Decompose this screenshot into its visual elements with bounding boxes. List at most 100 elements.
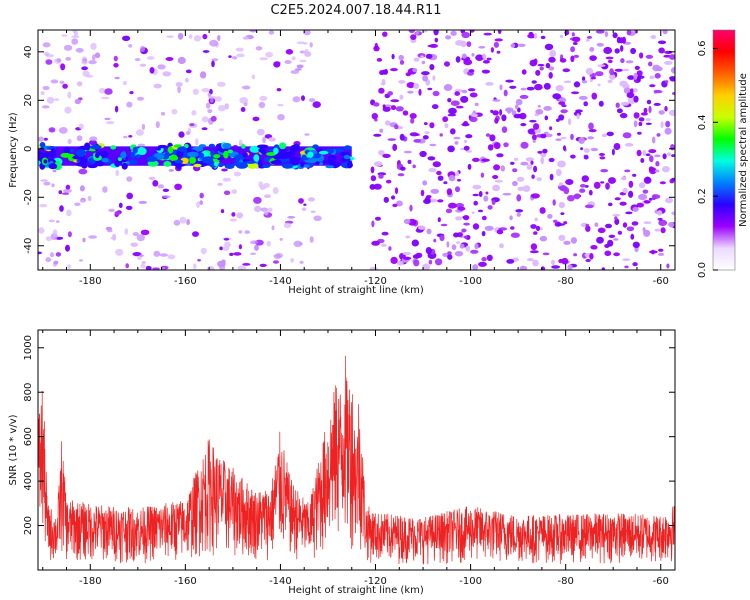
spectrogram-cell <box>74 98 82 105</box>
spectrogram-cell <box>450 100 460 106</box>
spectrogram-cell <box>559 185 568 192</box>
spectrogram-cell <box>517 107 521 113</box>
spectrogram-cell <box>160 111 166 116</box>
spectrogram-cell <box>413 57 420 62</box>
spectrogram-cell <box>447 113 457 117</box>
snr-ticks: -180 -160 -140 -120 -100 -80 -60 200 400 600 800 10… <box>23 330 675 587</box>
spectrogram-cell <box>390 256 398 264</box>
spectrogram-cell <box>643 229 651 237</box>
spectrogram-cell <box>387 138 397 141</box>
spectrogram-cell <box>671 177 675 181</box>
spectrogram-cell <box>549 50 557 57</box>
spectrogram-cell <box>537 63 545 67</box>
spectrogram-cell <box>525 157 534 162</box>
spectrogram-image <box>38 30 675 270</box>
spectrogram-cell <box>431 104 439 110</box>
spectrogram-cell <box>471 211 475 214</box>
spectrogram-cell <box>296 64 304 69</box>
spectrogram-cell <box>628 190 634 198</box>
spectrogram-cell <box>415 252 423 258</box>
spectrogram-cell <box>590 76 596 80</box>
spectrogram-cell <box>114 211 121 216</box>
spectrogram-cell <box>573 81 581 88</box>
spectrogram-cell <box>429 198 438 203</box>
spectrogram-cell <box>422 135 429 140</box>
x-tick-label: -120 <box>364 276 387 287</box>
spectrogram-cell <box>552 199 556 206</box>
signal-cell <box>198 144 207 148</box>
spectrogram-cell <box>303 203 307 206</box>
spectrogram-cell <box>448 107 457 115</box>
spectrogram-cell <box>472 193 479 197</box>
spectrogram-cell <box>141 123 146 131</box>
spectrogram-cell <box>539 235 548 242</box>
spectrogram-cell <box>520 87 527 91</box>
spectrogram-cell <box>619 80 628 87</box>
spectrogram-cell <box>290 258 295 263</box>
x-tick-label: -80 <box>557 576 573 587</box>
signal-cell <box>146 156 158 162</box>
spectrogram-cell <box>628 180 634 188</box>
spectrogram-cell <box>211 60 215 68</box>
spectrogram-cell <box>370 175 377 182</box>
spectrogram-cell <box>67 231 72 238</box>
spectrogram-cell <box>558 201 566 209</box>
spectrogram-cell <box>382 104 386 109</box>
signal-cell <box>343 154 351 160</box>
spectrogram-cell <box>294 68 302 71</box>
spectrogram-cell <box>500 165 505 172</box>
spectrogram-cell <box>472 223 480 230</box>
spectrogram-cell <box>662 166 670 173</box>
spectrogram-cell <box>589 47 595 52</box>
spectrogram-cell <box>436 170 442 176</box>
spectrogram-cell <box>585 258 591 263</box>
spectrogram-cell <box>483 195 489 202</box>
spectrogram-cell <box>465 134 473 139</box>
spectrogram-cell <box>632 206 639 212</box>
spectrogram-cell <box>374 42 378 50</box>
spectrogram-cell <box>402 251 412 256</box>
spectrogram-cell <box>534 83 543 91</box>
spectrogram-cell <box>480 172 485 178</box>
spectrogram-cell <box>656 133 661 137</box>
spectrogram-cell <box>649 75 655 80</box>
spectrogram-cell <box>113 63 119 68</box>
spectrogram-cell <box>378 150 385 156</box>
spectrogram-cell <box>189 123 195 126</box>
spectrogram-cell <box>633 95 639 103</box>
spectrogram-cell <box>638 117 645 122</box>
spectrogram-cell <box>459 243 465 249</box>
spectrogram-cell <box>137 255 142 260</box>
spectrogram-cell <box>283 222 292 229</box>
spectrogram-cell <box>559 58 567 63</box>
spectrogram-cell <box>42 105 50 109</box>
spectrogram-cell <box>457 206 466 211</box>
spectrogram-cell <box>451 244 457 251</box>
spectrogram-cell <box>662 153 667 160</box>
spectrogram-cell <box>499 109 503 116</box>
spectrogram-cell <box>464 139 467 144</box>
spectrogram-cell <box>612 32 618 39</box>
spectrogram-cell <box>609 74 616 80</box>
spectrogram-cell <box>620 101 630 106</box>
spectrogram-cell <box>570 46 575 53</box>
spectrogram-cell <box>535 109 544 115</box>
signal-cell <box>167 146 174 154</box>
spectrogram-cell <box>513 113 522 119</box>
spectrogram-cell <box>56 58 62 63</box>
spectrogram-cell <box>398 54 405 61</box>
signal-cell <box>318 150 329 155</box>
spectrogram-cell <box>496 153 504 158</box>
spectrogram-cell <box>313 215 322 222</box>
spectrogram-cell <box>522 185 531 193</box>
spectrogram-cell <box>461 31 471 39</box>
spectrogram-cell <box>558 97 567 103</box>
spectrogram-cell <box>515 209 524 213</box>
spectrogram-cell <box>620 176 627 181</box>
spectrogram-cell <box>601 267 605 270</box>
spectrogram-cell <box>178 131 185 138</box>
spectrogram-cell <box>123 135 128 139</box>
spectrogram-cell <box>433 30 439 36</box>
spectrogram-cell <box>384 68 388 75</box>
spectrogram-cell <box>594 222 599 227</box>
